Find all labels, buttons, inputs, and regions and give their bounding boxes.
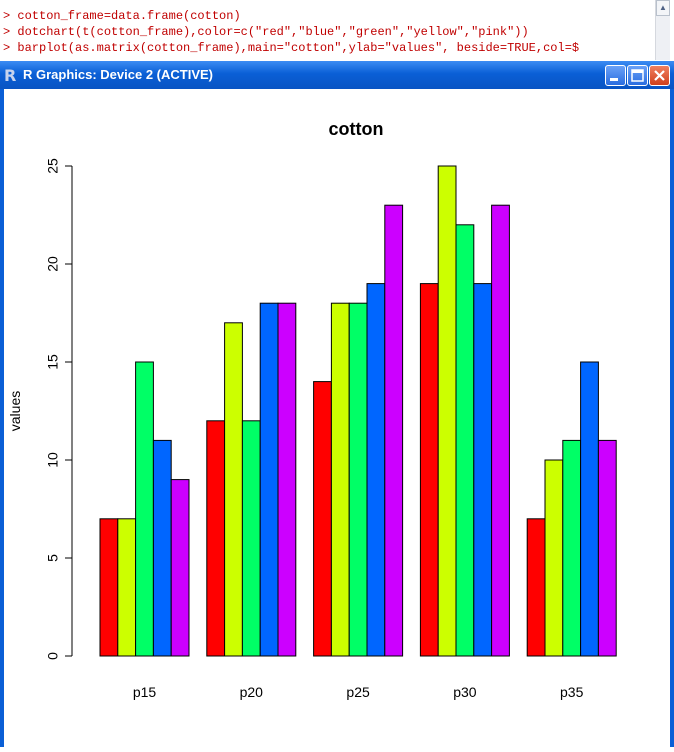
maximize-button[interactable] bbox=[627, 65, 648, 86]
minimize-icon bbox=[610, 78, 618, 81]
bar bbox=[544, 459, 564, 657]
bar bbox=[419, 283, 439, 657]
bar bbox=[597, 439, 617, 657]
bar bbox=[437, 165, 457, 657]
bar bbox=[277, 302, 297, 657]
y-tick-label: 0 bbox=[45, 652, 61, 660]
bar bbox=[117, 518, 137, 657]
bar bbox=[99, 518, 119, 657]
bar bbox=[241, 420, 261, 657]
bar-chart: cotton values 0 5 10 15 20 25 p15 p20 p25 p30 p35 bbox=[7, 119, 617, 700]
y-axis-label: values bbox=[7, 391, 23, 431]
bar bbox=[330, 302, 350, 657]
bar bbox=[491, 204, 510, 657]
minimize-button[interactable] bbox=[605, 65, 626, 86]
y-tick-label: 15 bbox=[45, 354, 61, 370]
bar bbox=[473, 283, 493, 657]
bar bbox=[384, 204, 404, 657]
x-tick-labels: p15 p20 p25 p30 p35 bbox=[133, 684, 584, 700]
bar bbox=[170, 479, 190, 657]
maximize-icon bbox=[631, 69, 644, 82]
bar bbox=[366, 283, 386, 657]
plot-area: cotton values 0 5 10 15 20 25 p15 p20 p25 p30 p35 bbox=[4, 89, 670, 747]
bar bbox=[526, 518, 546, 657]
window-titlebar[interactable]: R R Graphics: Device 2 (ACTIVE) bbox=[0, 61, 674, 89]
scroll-up-icon[interactable]: ▲ bbox=[656, 0, 670, 16]
bar bbox=[135, 361, 154, 657]
y-axis: 0 5 10 15 20 25 bbox=[45, 158, 73, 660]
console-scrollbar[interactable]: ▲ bbox=[655, 0, 670, 60]
close-button[interactable] bbox=[649, 65, 670, 86]
console-line: > cotton_frame=data.frame(cotton) bbox=[3, 9, 241, 23]
bar bbox=[348, 302, 368, 657]
console-line: > dotchart(t(cotton_frame),color=c("red"… bbox=[3, 25, 529, 39]
x-tick-label: p20 bbox=[240, 684, 264, 700]
x-tick-label: p25 bbox=[346, 684, 370, 700]
x-tick-label: p30 bbox=[453, 684, 477, 700]
bar bbox=[259, 302, 279, 657]
r-console: > cotton_frame=data.frame(cotton) > dotc… bbox=[0, 0, 674, 60]
r-logo-icon: R bbox=[4, 66, 17, 85]
y-tick-label: 25 bbox=[45, 158, 61, 174]
window-title: R Graphics: Device 2 (ACTIVE) bbox=[23, 67, 213, 82]
graphics-window: R R Graphics: Device 2 (ACTIVE) cotton v… bbox=[0, 61, 674, 747]
x-tick-label: p35 bbox=[560, 684, 584, 700]
bar bbox=[313, 381, 332, 657]
bar bbox=[206, 420, 226, 657]
bar bbox=[580, 361, 599, 657]
close-icon bbox=[654, 70, 665, 81]
y-tick-label: 10 bbox=[45, 452, 61, 468]
bars bbox=[99, 165, 617, 657]
bar bbox=[455, 224, 475, 657]
y-tick-label: 20 bbox=[45, 256, 61, 272]
y-tick-label: 5 bbox=[45, 554, 61, 562]
chart-title: cotton bbox=[329, 119, 384, 139]
x-tick-label: p15 bbox=[133, 684, 157, 700]
bar bbox=[152, 439, 172, 657]
bar bbox=[224, 322, 243, 657]
bar bbox=[562, 439, 582, 657]
console-line: > barplot(as.matrix(cotton_frame),main="… bbox=[3, 41, 580, 55]
